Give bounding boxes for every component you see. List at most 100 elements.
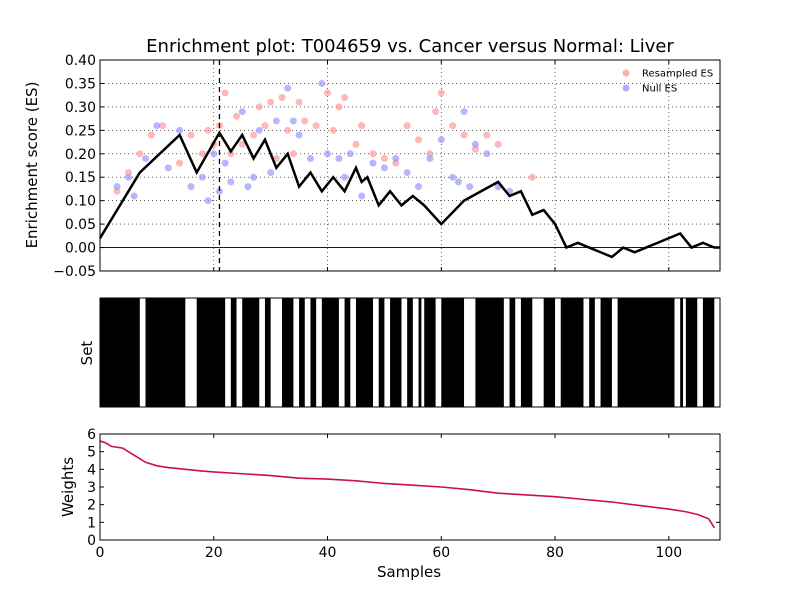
es-ytick-label: −0.05 — [53, 264, 96, 280]
null-es-point — [227, 178, 235, 186]
null-es-point — [124, 173, 132, 181]
set-gap — [697, 298, 703, 407]
resampled-es-point — [329, 126, 337, 134]
null-es-point — [335, 154, 343, 162]
resampled-es-point — [312, 122, 320, 130]
resampled-es-point — [261, 122, 269, 130]
resampled-es-point — [341, 94, 349, 102]
es-ylabel: Enrichment score (ES) — [23, 82, 41, 249]
set-gap — [316, 298, 322, 407]
resampled-es-point — [449, 122, 457, 130]
null-es-point — [341, 173, 349, 181]
set-gap — [683, 298, 686, 407]
legend-marker — [622, 69, 630, 77]
set-gap — [611, 298, 618, 407]
null-es-point — [471, 140, 479, 148]
resampled-es-point — [403, 122, 411, 130]
set-gap — [373, 298, 379, 407]
null-es-point — [358, 192, 366, 200]
set-panel — [99, 297, 721, 408]
null-es-point — [204, 197, 212, 205]
resampled-es-point — [352, 140, 360, 148]
set-gap — [503, 298, 510, 407]
set-gap — [236, 298, 243, 407]
null-es-point — [426, 154, 434, 162]
set-gap — [583, 298, 590, 407]
es-ytick-label: 0.20 — [65, 147, 96, 163]
weights-ytick-label: 4 — [87, 462, 96, 478]
null-es-point — [380, 164, 388, 172]
null-es-point — [255, 126, 263, 134]
weights-xtick-label: 40 — [319, 545, 337, 561]
null-es-point — [238, 108, 246, 116]
resampled-es-point — [494, 140, 502, 148]
set-gap — [532, 298, 544, 407]
set-gap — [421, 298, 425, 407]
weights-ytick-label: 0 — [87, 533, 96, 549]
null-es-point — [250, 173, 258, 181]
set-gap — [225, 298, 231, 407]
null-es-point — [346, 150, 354, 158]
resampled-es-point — [432, 108, 440, 116]
resampled-es-point — [238, 140, 246, 148]
weights-xtick-label: 60 — [432, 545, 450, 561]
null-es-point — [306, 154, 314, 162]
resampled-es-point — [460, 131, 468, 139]
null-es-point — [210, 150, 218, 158]
resampled-es-point — [278, 94, 286, 102]
null-es-point — [483, 150, 491, 158]
resampled-es-point — [267, 98, 275, 106]
null-es-point — [460, 108, 468, 116]
set-gap — [139, 298, 146, 407]
set-gap — [293, 298, 300, 407]
resampled-es-point — [198, 150, 206, 158]
weights-ytick-label: 5 — [87, 445, 96, 461]
es-ytick-label: 0.30 — [65, 100, 96, 116]
resampled-es-point — [295, 98, 303, 106]
resampled-es-point — [187, 131, 195, 139]
set-gap — [304, 298, 311, 407]
null-es-point — [153, 122, 161, 130]
resampled-es-point — [415, 136, 423, 144]
resampled-es-point — [176, 159, 184, 167]
null-es-point — [369, 159, 377, 167]
resampled-es-point — [358, 122, 366, 130]
resampled-es-point — [233, 112, 241, 120]
weights-xtick-label: 80 — [546, 545, 564, 561]
es-axes-frame — [99, 59, 721, 272]
weights-ytick-label: 1 — [87, 515, 96, 531]
null-es-point — [267, 169, 275, 177]
legend-label: Resampled ES — [642, 69, 713, 80]
es-ytick-label: 0.10 — [65, 194, 96, 210]
resampled-es-point — [437, 89, 445, 97]
set-gap — [412, 298, 419, 407]
es-ytick-label: 0.40 — [65, 53, 96, 69]
chart-title: Enrichment plot: T004659 vs. Cancer vers… — [146, 36, 674, 57]
null-es-point — [454, 178, 462, 186]
resampled-es-point — [147, 131, 155, 139]
es-ytick-label: 0.00 — [65, 241, 96, 257]
null-es-point — [392, 154, 400, 162]
null-es-point — [142, 154, 150, 162]
legend-label: Null ES — [642, 84, 677, 95]
null-es-point — [176, 126, 184, 134]
null-es-point — [221, 159, 229, 167]
weights-xtick-label: 20 — [205, 545, 223, 561]
set-gap — [401, 298, 408, 407]
null-es-point — [215, 187, 223, 195]
null-es-point — [415, 183, 423, 191]
null-es-point — [295, 131, 303, 139]
null-es-point — [244, 183, 252, 191]
resampled-es-point — [324, 89, 332, 97]
weights-line — [99, 440, 715, 529]
weights-xlabel: Samples — [377, 563, 441, 581]
set-gap — [259, 298, 265, 407]
set-gap — [594, 298, 601, 407]
weights-ytick-label: 3 — [87, 480, 96, 496]
null-es-point — [198, 173, 206, 181]
null-es-point — [187, 183, 195, 191]
resampled-es-point — [301, 117, 309, 125]
resampled-es-point — [136, 150, 144, 158]
